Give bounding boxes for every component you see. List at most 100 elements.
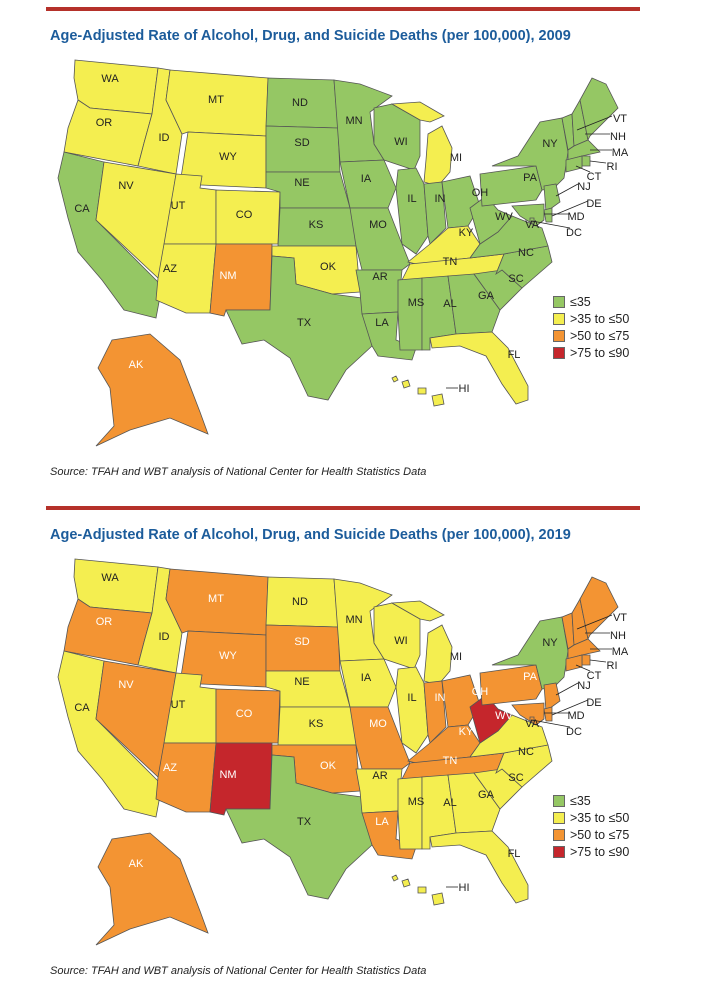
state-label-tn: TN <box>443 256 458 268</box>
state-tx <box>225 754 373 900</box>
state-az <box>155 243 217 314</box>
state-label-ms: MS <box>408 796 425 808</box>
legend: ≤35 >35 to ≤50 >50 to ≤75 >75 to ≤90 <box>553 293 629 361</box>
legend-swatch <box>553 295 565 308</box>
state-de <box>543 207 553 223</box>
state-label-wv: WV <box>495 211 513 223</box>
state-label-wy: WY <box>219 151 237 163</box>
state-ia <box>339 159 397 209</box>
state-label-ri: RI <box>607 660 618 672</box>
state-label-al: AL <box>443 298 456 310</box>
state-in <box>423 680 447 744</box>
state-mi <box>390 101 453 187</box>
state-label-de: DE <box>586 697 601 709</box>
state-label-mt: MT <box>208 593 224 605</box>
state-label-wy: WY <box>219 650 237 662</box>
state-label-co: CO <box>236 209 253 221</box>
state-label-ga: GA <box>478 789 495 801</box>
state-label-mi: MI <box>450 152 462 164</box>
legend-label: ≤35 <box>570 793 591 808</box>
state-label-nm: NM <box>219 270 236 282</box>
leader-line <box>589 659 607 663</box>
state-label-oh: OH <box>472 187 489 199</box>
state-label-nd: ND <box>292 596 308 608</box>
state-label-il: IL <box>407 193 416 205</box>
state-label-ia: IA <box>361 672 372 684</box>
state-label-in: IN <box>435 193 446 205</box>
state-md <box>511 203 545 227</box>
state-label-ri: RI <box>607 161 618 173</box>
legend-label: ≤35 <box>570 294 591 309</box>
state-label-ar: AR <box>372 271 387 283</box>
state-label-pa: PA <box>523 671 538 683</box>
leader-line <box>531 220 571 229</box>
state-label-tx: TX <box>297 816 312 828</box>
leader-line <box>551 699 589 716</box>
map-title: Age-Adjusted Rate of Alcohol, Drug, and … <box>50 527 571 543</box>
state-label-wi: WI <box>394 136 407 148</box>
state-label-nh: NH <box>610 630 626 642</box>
us-map-2009: WA OR CA ID NV MT WY UT CO AZ NM ND SD NE KS OK TX MN IA MO… <box>57 59 629 447</box>
legend-label: >50 to ≤75 <box>570 827 630 842</box>
state-label-sc: SC <box>508 273 523 285</box>
state-mo <box>349 207 411 271</box>
state-mo <box>349 706 411 770</box>
legend-item: >75 to ≤90 <box>553 344 629 361</box>
state-il <box>395 666 429 754</box>
state-label-dc: DC <box>566 227 582 239</box>
state-ct <box>565 155 583 173</box>
state-label-ok: OK <box>320 261 337 273</box>
state-label-vt: VT <box>613 113 627 125</box>
state-mi <box>390 600 453 686</box>
leader-line <box>575 165 591 173</box>
state-label-nj: NJ <box>577 181 590 193</box>
state-label-la: LA <box>375 317 389 329</box>
state-pa <box>479 165 543 207</box>
state-hi <box>391 874 445 906</box>
state-ak <box>95 832 209 946</box>
state-label-fl: FL <box>508 349 521 361</box>
state-ga <box>447 772 501 834</box>
state-ct <box>565 654 583 672</box>
state-label-ia: IA <box>361 173 372 185</box>
state-label-ca: CA <box>74 203 90 215</box>
top-rule <box>46 506 640 510</box>
state-md <box>511 702 545 726</box>
state-label-az: AZ <box>163 263 177 275</box>
legend-item: >50 to ≤75 <box>553 327 629 344</box>
state-label-ut: UT <box>171 699 186 711</box>
state-label-wi: WI <box>394 635 407 647</box>
state-label-mt: MT <box>208 94 224 106</box>
state-label-de: DE <box>586 198 601 210</box>
map-title: Age-Adjusted Rate of Alcohol, Drug, and … <box>50 28 571 44</box>
state-label-sc: SC <box>508 772 523 784</box>
state-label-mo: MO <box>369 718 387 730</box>
legend-item: ≤35 <box>553 792 629 809</box>
state-label-ks: KS <box>309 219 324 231</box>
leader-line <box>576 614 613 630</box>
state-label-nm: NM <box>219 769 236 781</box>
state-de <box>543 706 553 722</box>
state-label-ct: CT <box>587 670 602 682</box>
state-label-fl: FL <box>508 848 521 860</box>
legend-item: >35 to ≤50 <box>553 310 629 327</box>
state-label-wv: WV <box>495 710 513 722</box>
state-label-al: AL <box>443 797 456 809</box>
state-label-mi: MI <box>450 651 462 663</box>
state-label-nj: NJ <box>577 680 590 692</box>
legend-swatch <box>553 811 565 824</box>
state-ms <box>397 277 423 351</box>
legend-swatch <box>553 794 565 807</box>
state-label-hi: HI <box>459 383 470 395</box>
state-label-nv: NV <box>118 679 134 691</box>
state-label-il: IL <box>407 692 416 704</box>
state-label-ky: KY <box>459 227 474 239</box>
state-label-or: OR <box>96 616 113 628</box>
legend-label: >35 to ≤50 <box>570 311 630 326</box>
state-ms <box>397 776 423 850</box>
state-label-ks: KS <box>309 718 324 730</box>
state-label-ar: AR <box>372 770 387 782</box>
state-label-az: AZ <box>163 762 177 774</box>
state-label-nc: NC <box>518 247 534 259</box>
legend-item: ≤35 <box>553 293 629 310</box>
